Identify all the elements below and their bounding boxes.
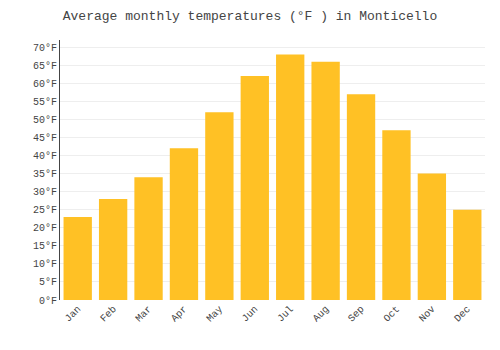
svg-text:35°F: 35°F <box>33 169 57 180</box>
svg-text:65°F: 65°F <box>33 61 57 72</box>
svg-text:Feb: Feb <box>98 304 119 325</box>
svg-text:May: May <box>205 304 226 325</box>
svg-text:15°F: 15°F <box>33 241 57 252</box>
svg-text:Jun: Jun <box>240 304 261 325</box>
svg-text:70°F: 70°F <box>33 43 57 54</box>
svg-text:30°F: 30°F <box>33 187 57 198</box>
svg-text:5°F: 5°F <box>39 277 57 288</box>
svg-text:Nov: Nov <box>417 304 438 325</box>
svg-text:Dec: Dec <box>452 304 473 325</box>
svg-text:Average monthly temperatures (: Average monthly temperatures (°F ) in Mo… <box>63 9 437 24</box>
svg-text:45°F: 45°F <box>33 133 57 144</box>
svg-text:10°F: 10°F <box>33 259 57 270</box>
svg-text:Jan: Jan <box>63 304 84 325</box>
svg-text:40°F: 40°F <box>33 151 57 162</box>
svg-text:60°F: 60°F <box>33 79 57 90</box>
svg-text:Apr: Apr <box>169 304 190 325</box>
svg-text:Mar: Mar <box>134 304 155 325</box>
svg-text:0°F: 0°F <box>39 296 57 307</box>
svg-text:Oct: Oct <box>382 304 403 325</box>
svg-text:Sep: Sep <box>346 304 367 325</box>
svg-text:50°F: 50°F <box>33 115 57 126</box>
svg-text:55°F: 55°F <box>33 97 57 108</box>
svg-text:20°F: 20°F <box>33 223 57 234</box>
svg-text:25°F: 25°F <box>33 205 57 216</box>
svg-text:Jul: Jul <box>275 304 296 325</box>
svg-text:Aug: Aug <box>311 304 332 325</box>
